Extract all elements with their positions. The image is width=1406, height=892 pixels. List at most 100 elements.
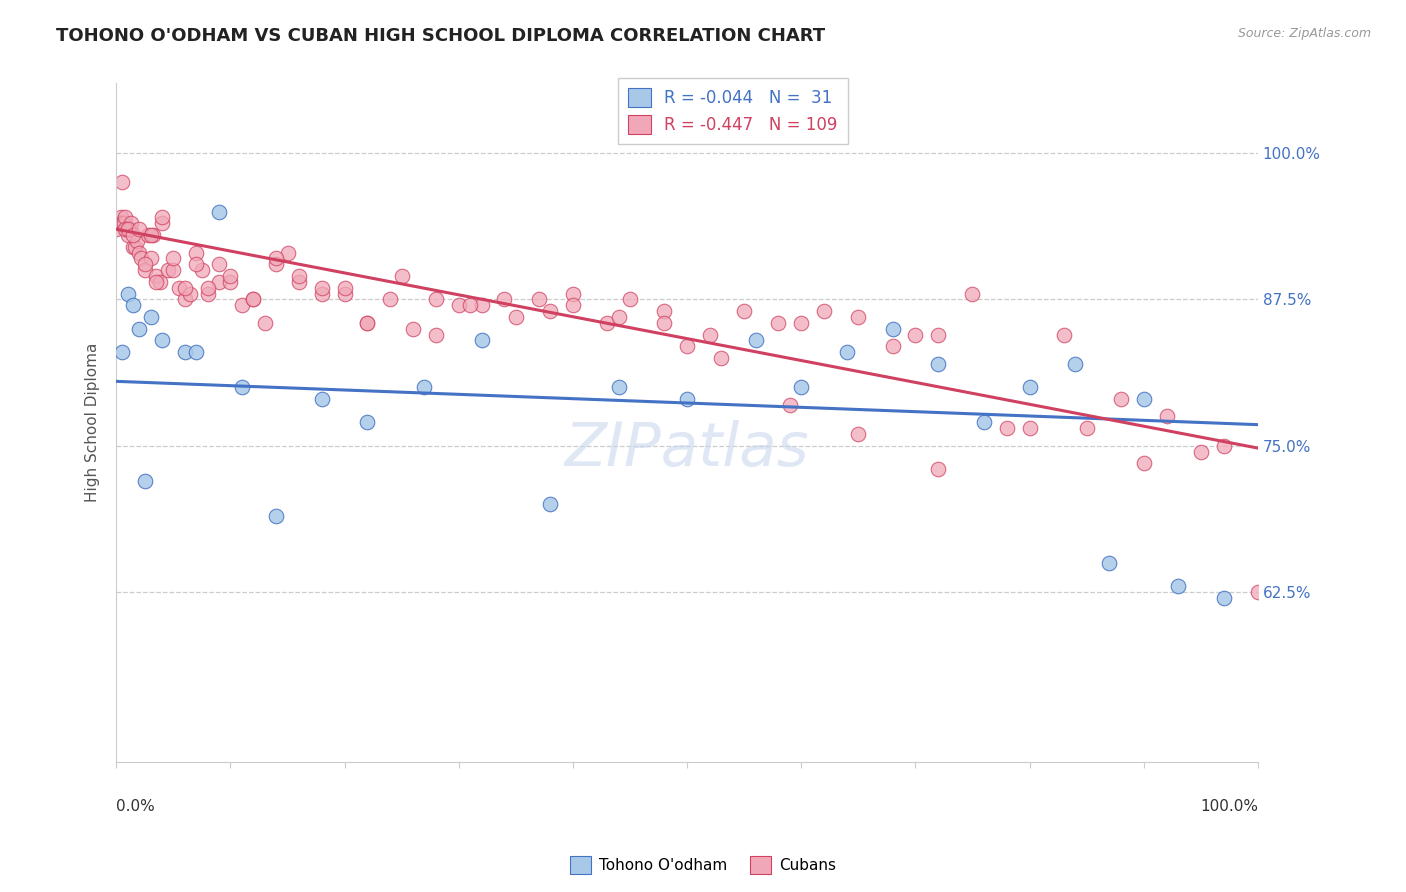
Point [288, 268, 311, 283]
Point [242, 293, 264, 307]
Point [108, 216, 131, 230]
Point [150, 211, 173, 225]
Point [134, 263, 156, 277]
Point [107, 216, 129, 230]
Point [652, 304, 675, 318]
Point [1167, 579, 1189, 593]
Point [1098, 556, 1121, 570]
Point [927, 357, 949, 371]
Point [179, 286, 201, 301]
Point [111, 345, 134, 359]
Point [128, 222, 150, 236]
Point [122, 227, 145, 242]
Point [156, 263, 179, 277]
Point [139, 252, 162, 266]
Point [425, 327, 447, 342]
Point [186, 245, 208, 260]
Point [219, 275, 242, 289]
Point [458, 298, 481, 312]
Point [527, 293, 550, 307]
Point [380, 293, 402, 307]
Point [846, 310, 869, 324]
Point [927, 462, 949, 476]
Point [264, 257, 287, 271]
Point [391, 268, 413, 283]
Point [197, 286, 219, 301]
Point [114, 211, 136, 225]
Point [142, 227, 165, 242]
Point [561, 298, 583, 312]
Point [413, 380, 436, 394]
Point [208, 275, 231, 289]
Point [311, 281, 333, 295]
Legend: Tohono O'odham, Cubans: Tohono O'odham, Cubans [564, 850, 842, 880]
Point [790, 316, 813, 330]
Point [124, 240, 146, 254]
Point [1018, 421, 1040, 435]
Point [676, 392, 699, 406]
Point [652, 316, 675, 330]
Point [186, 257, 208, 271]
Point [117, 286, 139, 301]
Point [1018, 380, 1040, 394]
Point [1132, 456, 1154, 470]
Point [134, 474, 156, 488]
Point [882, 321, 904, 335]
Point [779, 398, 801, 412]
Point [253, 316, 276, 330]
Point [162, 263, 184, 277]
Point [561, 286, 583, 301]
Point [333, 286, 356, 301]
Point [356, 415, 378, 429]
Point [699, 327, 721, 342]
Point [145, 275, 167, 289]
Point [768, 316, 790, 330]
Point [242, 293, 264, 307]
Text: TOHONO O'ODHAM VS CUBAN HIGH SCHOOL DIPLOMA CORRELATION CHART: TOHONO O'ODHAM VS CUBAN HIGH SCHOOL DIPL… [56, 27, 825, 45]
Point [136, 227, 159, 242]
Point [607, 310, 630, 324]
Point [471, 298, 494, 312]
Point [110, 211, 132, 225]
Point [125, 234, 148, 248]
Point [117, 222, 139, 236]
Point [117, 227, 139, 242]
Point [538, 304, 561, 318]
Point [710, 351, 733, 365]
Point [1053, 327, 1076, 342]
Point [927, 327, 949, 342]
Point [134, 257, 156, 271]
Point [1076, 421, 1098, 435]
Point [231, 380, 253, 394]
Point [904, 327, 927, 342]
Text: 100.0%: 100.0% [1199, 799, 1258, 814]
Point [128, 245, 150, 260]
Point [118, 222, 141, 236]
Point [128, 321, 150, 335]
Text: ZIPatlas: ZIPatlas [565, 420, 810, 479]
Point [333, 281, 356, 295]
Point [356, 316, 378, 330]
Point [1132, 392, 1154, 406]
Point [167, 281, 190, 295]
Point [962, 286, 984, 301]
Point [173, 281, 195, 295]
Point [447, 298, 470, 312]
Point [115, 222, 138, 236]
Point [790, 380, 813, 394]
Point [1064, 357, 1087, 371]
Point [122, 298, 145, 312]
Point [219, 268, 242, 283]
Point [105, 222, 128, 236]
Point [835, 345, 858, 359]
Point [150, 334, 173, 348]
Point [846, 427, 869, 442]
Point [208, 204, 231, 219]
Point [231, 298, 253, 312]
Text: 0.0%: 0.0% [117, 799, 155, 814]
Point [111, 216, 134, 230]
Point [1156, 409, 1178, 424]
Point [1212, 439, 1234, 453]
Point [676, 339, 699, 353]
Point [150, 216, 173, 230]
